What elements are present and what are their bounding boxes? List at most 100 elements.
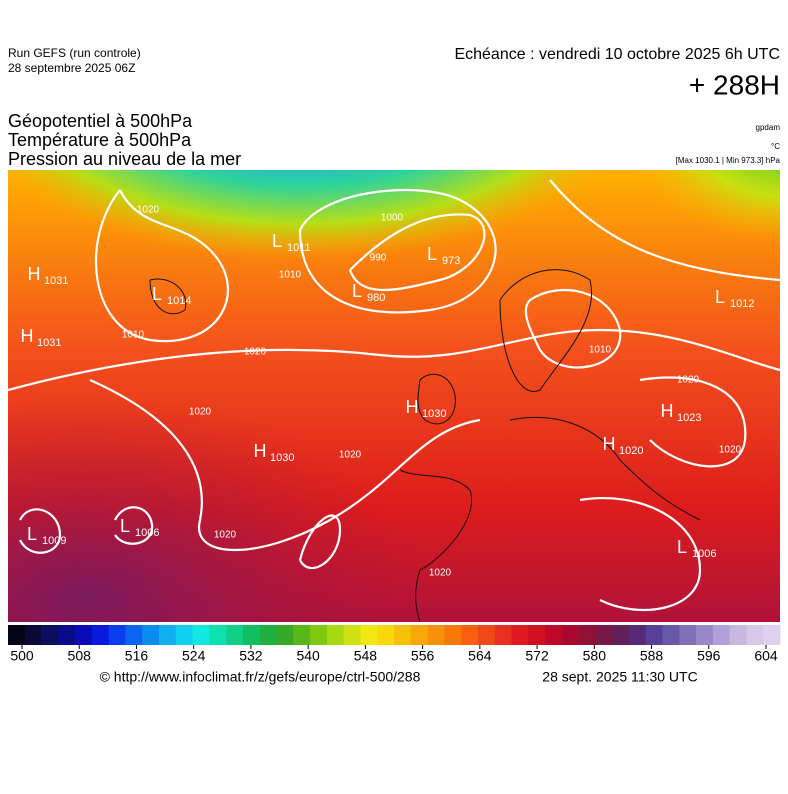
- lead-time: + 288H: [689, 69, 780, 100]
- isobar-label: 990: [370, 253, 387, 264]
- colorbar-swatch: [763, 625, 781, 645]
- isobar-label: 1020: [137, 205, 160, 216]
- colorbar-tick-label: 508: [68, 648, 92, 664]
- colorbar-swatch: [477, 625, 495, 645]
- colorbar-swatch: [310, 625, 328, 645]
- isobar-label: 1000: [381, 213, 404, 224]
- colorbar-swatch: [326, 625, 344, 645]
- center-kind: H: [254, 441, 267, 461]
- field-title: Pression au niveau de la mer: [8, 149, 241, 169]
- colorbar-swatch: [595, 625, 613, 645]
- colorbar-swatch: [461, 625, 479, 645]
- colorbar-tick-label: 548: [354, 648, 378, 664]
- colorbar-swatch: [746, 625, 764, 645]
- colorbar-swatch: [343, 625, 361, 645]
- center-value: 1006: [135, 527, 159, 539]
- source-url: © http://www.infoclimat.fr/z/gefs/europe…: [100, 669, 421, 685]
- colorbar-swatch: [259, 625, 277, 645]
- colorbar-swatch: [209, 625, 227, 645]
- colorbar-tick-label: 500: [10, 648, 34, 664]
- center-value: 1011: [287, 242, 311, 254]
- center-kind: H: [661, 401, 674, 421]
- colorbar-tick-label: 516: [125, 648, 149, 664]
- center-kind: L: [120, 516, 130, 536]
- issued-time: 28 sept. 2025 11:30 UTC: [542, 669, 697, 685]
- colorbar-swatch: [41, 625, 59, 645]
- colorbar-swatch: [578, 625, 596, 645]
- colorbar-swatch: [226, 625, 244, 645]
- isobar-label: 1020: [189, 407, 212, 418]
- valid-time: Echéance : vendredi 10 octobre 2025 6h U…: [454, 46, 780, 63]
- colorbar-swatch: [729, 625, 747, 645]
- colorbar-swatch: [125, 625, 143, 645]
- center-value: 1030: [422, 408, 446, 420]
- colorbar-swatch: [410, 625, 428, 645]
- isobar-label: 1020: [719, 445, 742, 456]
- center-value: 1009: [42, 535, 66, 547]
- colorbar-swatch: [159, 625, 177, 645]
- colorbar-tick-label: 572: [525, 648, 549, 664]
- colorbar-swatch: [511, 625, 529, 645]
- colorbar-swatch: [679, 625, 697, 645]
- colorbar-swatch: [645, 625, 663, 645]
- field-title: Géopotentiel à 500hPa: [8, 111, 193, 131]
- center-kind: L: [27, 524, 37, 544]
- colorbar-swatch: [91, 625, 109, 645]
- colorbar-swatch: [444, 625, 462, 645]
- colorbar-swatch: [276, 625, 294, 645]
- unit-label: °C: [771, 142, 780, 151]
- colorbar-tick-label: 596: [697, 648, 721, 664]
- colorbar-tick-label: 532: [239, 648, 263, 664]
- colorbar-swatch: [242, 625, 261, 645]
- colorbar-swatch: [24, 625, 42, 645]
- isobars: [8, 179, 780, 612]
- colorbar-tick-label: 604: [754, 648, 778, 664]
- isobar-label: 1020: [214, 530, 237, 541]
- center-kind: L: [152, 284, 162, 304]
- colorbar-swatch: [712, 625, 730, 645]
- colorbar-tick-label: 588: [640, 648, 664, 664]
- colorbar-tick-label: 524: [182, 648, 206, 664]
- colorbar-tick-label: 564: [468, 648, 492, 664]
- colorbar-swatch: [662, 625, 680, 645]
- center-kind: L: [427, 244, 437, 264]
- unit-label: [Max 1030.1 | Min 973.3] hPa: [676, 156, 781, 165]
- field-title: Température à 500hPa: [8, 130, 192, 150]
- colorbar-swatch: [108, 625, 126, 645]
- run-date: 28 septembre 2025 06Z: [8, 61, 135, 75]
- run-label: Run GEFS (run controle): [8, 46, 141, 60]
- colorbar-swatch: [394, 625, 412, 645]
- isobar-label: 1010: [589, 345, 612, 356]
- center-value: 1023: [677, 412, 701, 424]
- isobar-label: 1010: [279, 270, 302, 281]
- center-kind: H: [603, 434, 616, 454]
- map-field: [8, 170, 780, 622]
- center-value: 1014: [167, 295, 191, 307]
- center-value: 1006: [692, 548, 716, 560]
- center-value: 980: [367, 292, 385, 304]
- center-value: 973: [442, 255, 460, 267]
- colorbar-swatch: [142, 625, 160, 645]
- colorbar-swatch: [696, 625, 714, 645]
- coastlines: [149, 269, 701, 622]
- center-kind: H: [406, 397, 419, 417]
- colorbar-swatch: [192, 625, 210, 645]
- colorbar-swatch: [561, 625, 579, 645]
- colorbar-swatch: [528, 625, 546, 645]
- colorbar-swatch: [360, 625, 378, 645]
- center-kind: L: [715, 287, 725, 307]
- colorbar-swatch: [612, 625, 630, 645]
- colorbar-swatch: [175, 625, 193, 645]
- center-kind: L: [272, 231, 282, 251]
- center-kind: L: [677, 537, 687, 557]
- center-kind: H: [28, 264, 41, 284]
- isobar-label: 1020: [429, 568, 452, 579]
- center-kind: H: [21, 326, 34, 346]
- center-value: 1020: [619, 445, 643, 457]
- colorbar: 500 508 516 524 532 540 548 556 564 572 580 588 596 6…: [8, 625, 781, 664]
- center-value: 1031: [44, 275, 68, 287]
- colorbar-swatch: [75, 625, 93, 645]
- colorbar-swatch: [8, 625, 26, 645]
